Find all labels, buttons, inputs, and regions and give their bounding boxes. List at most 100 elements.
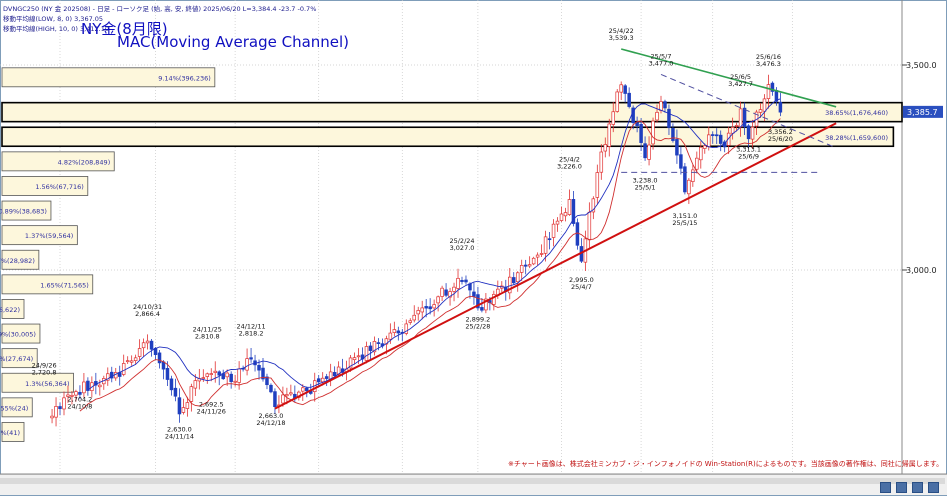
candle-body	[50, 415, 54, 419]
candle-body	[110, 371, 114, 379]
candle-body	[699, 146, 703, 161]
candle-body	[770, 82, 775, 92]
volume-bar	[1, 200, 52, 221]
candle-body	[559, 213, 564, 221]
candle-body	[145, 340, 150, 344]
candle-body	[392, 329, 397, 333]
candle-body	[348, 357, 353, 369]
candle-body	[683, 166, 687, 193]
volume-bar	[1, 397, 33, 418]
candle-body	[464, 279, 468, 283]
candle-body	[428, 306, 432, 310]
annotation-label: 24/12/11	[236, 323, 265, 331]
volume-label: 0.03%(41)	[0, 429, 20, 437]
annotation-sublabel: 2,818.2	[239, 330, 264, 338]
candle-body	[257, 365, 261, 371]
annotation-sublabel: 25/6/9	[738, 153, 759, 161]
candle-body	[229, 373, 233, 382]
scroll-right-icon[interactable]	[928, 482, 939, 493]
candle-body	[619, 84, 623, 93]
copyright-note: ※チャート画像は、株式会社ミンカブ・ジ・インフォノイドの Win-Station…	[508, 460, 944, 468]
annotation-label: 3,238.0	[633, 176, 658, 184]
candle-body	[137, 348, 142, 357]
horizontal-scrollbar[interactable]	[0, 478, 945, 484]
volume-label: 0.38%(16,622)	[0, 306, 20, 314]
candle-body	[575, 222, 580, 246]
candle-body	[746, 125, 751, 140]
candle-body	[766, 84, 771, 99]
candle-body	[531, 257, 536, 265]
annotation-sublabel: 3,427.7	[728, 80, 753, 88]
annotation-label: 25/4/2	[559, 155, 580, 163]
candle-body	[551, 223, 556, 238]
candle-body	[519, 265, 524, 273]
candle-body	[436, 296, 440, 304]
annotation-sublabel: 2,720.8	[32, 369, 57, 377]
candle-body	[209, 373, 214, 375]
candle-body	[173, 387, 178, 397]
candle-body	[133, 357, 138, 361]
candle-body	[301, 387, 305, 392]
annotation-sublabel: 25/4/7	[571, 283, 592, 291]
annotation-sublabel: 3,477.0	[649, 59, 674, 67]
annotation-label: 24/9/26	[32, 362, 57, 370]
annotation-sublabel: 3,476.3	[756, 60, 781, 68]
candle-body	[62, 397, 66, 410]
candle-body	[388, 332, 393, 340]
candle-body	[98, 384, 102, 388]
zoom-out-icon[interactable]	[896, 482, 907, 493]
annotation-label: 3,313.1	[736, 146, 761, 154]
zoom-in-icon[interactable]	[912, 482, 923, 493]
candle-body	[448, 291, 452, 298]
candle-body	[707, 134, 711, 147]
candle-body	[456, 277, 460, 289]
annotation-label: 2,995.0	[569, 276, 594, 284]
candle-body	[468, 283, 472, 291]
candle-body	[217, 371, 221, 376]
candle-body	[78, 391, 82, 395]
candle-body	[269, 384, 273, 393]
candle-body	[452, 286, 456, 292]
scroll-left-icon[interactable]	[880, 482, 891, 493]
annotation-label: 2,663.0	[259, 412, 284, 420]
candle-body	[515, 272, 520, 283]
candle-body	[305, 387, 309, 392]
volume-bar	[1, 274, 94, 295]
annotation-sublabel: 2,810.8	[195, 332, 220, 340]
annotation-label: 25/6/16	[756, 53, 781, 61]
volume-bar	[1, 249, 40, 270]
candle-body	[738, 108, 743, 128]
candle-body	[205, 373, 210, 377]
volume-bar	[1, 299, 25, 319]
candle-body	[555, 220, 560, 225]
candle-body	[424, 306, 428, 309]
candle-body	[324, 376, 329, 379]
annotation-label: 25/5/7	[651, 52, 672, 60]
candle-body	[643, 143, 647, 159]
candle-body	[710, 134, 715, 136]
annotation-label: 2,704.2	[68, 395, 93, 403]
candle-body	[285, 394, 289, 397]
candle-body	[237, 368, 241, 383]
annotation-label: 25/2/24	[449, 237, 474, 245]
candle-body	[778, 102, 783, 113]
candle-body	[718, 134, 723, 144]
candle-body	[472, 291, 476, 297]
volume-bar	[1, 126, 895, 148]
candle-body	[539, 253, 544, 255]
annotation-sublabel: 25/6/20	[768, 135, 793, 143]
candle-body	[663, 101, 667, 109]
annotation-sublabel: 24/10/8	[67, 402, 92, 410]
candle-body	[420, 307, 424, 313]
candle-body	[273, 391, 277, 407]
current-price-label: 3,385.7	[907, 108, 938, 117]
candle-body	[611, 111, 615, 125]
annotation-label: 24/11/25	[193, 325, 222, 333]
candle-body	[149, 340, 154, 350]
candle-body	[615, 91, 619, 112]
candle-body	[86, 380, 90, 391]
candle-body	[703, 145, 707, 149]
candle-body	[58, 406, 62, 410]
candle-body	[762, 98, 767, 112]
candle-body	[667, 108, 671, 128]
